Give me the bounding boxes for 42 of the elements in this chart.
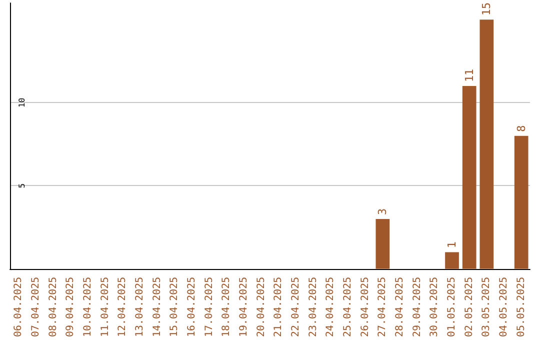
x-tick-label: 24.04.2025 xyxy=(325,276,336,338)
x-tick-label: 05.05.2025 xyxy=(516,276,527,338)
x-tick-label: 28.04.2025 xyxy=(394,276,406,338)
x-tick-label: 06.04.2025 xyxy=(13,276,24,338)
x-tick-label: 07.04.2025 xyxy=(30,276,42,338)
x-tick-label: 22.04.2025 xyxy=(290,276,302,338)
bar xyxy=(462,86,476,269)
x-tick-label: 27.04.2025 xyxy=(377,276,388,338)
x-tick-label: 21.04.2025 xyxy=(273,276,284,338)
x-tick-label: 15.04.2025 xyxy=(169,276,180,338)
x-tick-label: 04.05.2025 xyxy=(498,276,510,338)
x-tick-label: 30.04.2025 xyxy=(429,276,440,338)
data-label: 1 xyxy=(446,242,458,248)
x-tick-label: 02.05.2025 xyxy=(464,276,475,338)
bar xyxy=(445,252,459,269)
x-tick-label: 16.04.2025 xyxy=(186,276,198,338)
x-tick-label: 09.04.2025 xyxy=(65,276,76,338)
y-tick-label: 5 xyxy=(18,183,26,188)
x-tick-label: 18.04.2025 xyxy=(221,276,232,338)
x-tick-label: 11.04.2025 xyxy=(100,276,111,338)
y-tick-label: 10 xyxy=(18,98,26,108)
x-tick-label: 08.04.2025 xyxy=(48,276,59,338)
x-tick-label: 13.04.2025 xyxy=(134,276,146,338)
bar xyxy=(514,136,528,269)
x-tick-label: 23.04.2025 xyxy=(308,276,319,338)
x-tick-label: 12.04.2025 xyxy=(117,276,128,338)
x-tick-label: 29.04.2025 xyxy=(412,276,423,338)
x-tick-label: 26.04.2025 xyxy=(360,276,371,338)
x-tick-label: 03.05.2025 xyxy=(481,276,492,338)
data-label: 3 xyxy=(376,208,390,215)
x-tick-label: 17.04.2025 xyxy=(204,276,215,338)
data-label: 8 xyxy=(514,125,528,132)
x-tick-label: 14.04.2025 xyxy=(152,276,163,338)
x-tick-label: 19.04.2025 xyxy=(238,276,250,338)
bar xyxy=(376,218,390,269)
x-tick-label: 01.05.2025 xyxy=(446,276,458,338)
x-tick-label: 20.04.2025 xyxy=(256,276,267,338)
x-tick-label: 25.04.2025 xyxy=(342,276,354,338)
data-label: 11 xyxy=(462,68,476,82)
bar xyxy=(480,20,494,269)
x-tick-label: 10.04.2025 xyxy=(82,276,94,338)
data-label: 15 xyxy=(480,2,494,16)
